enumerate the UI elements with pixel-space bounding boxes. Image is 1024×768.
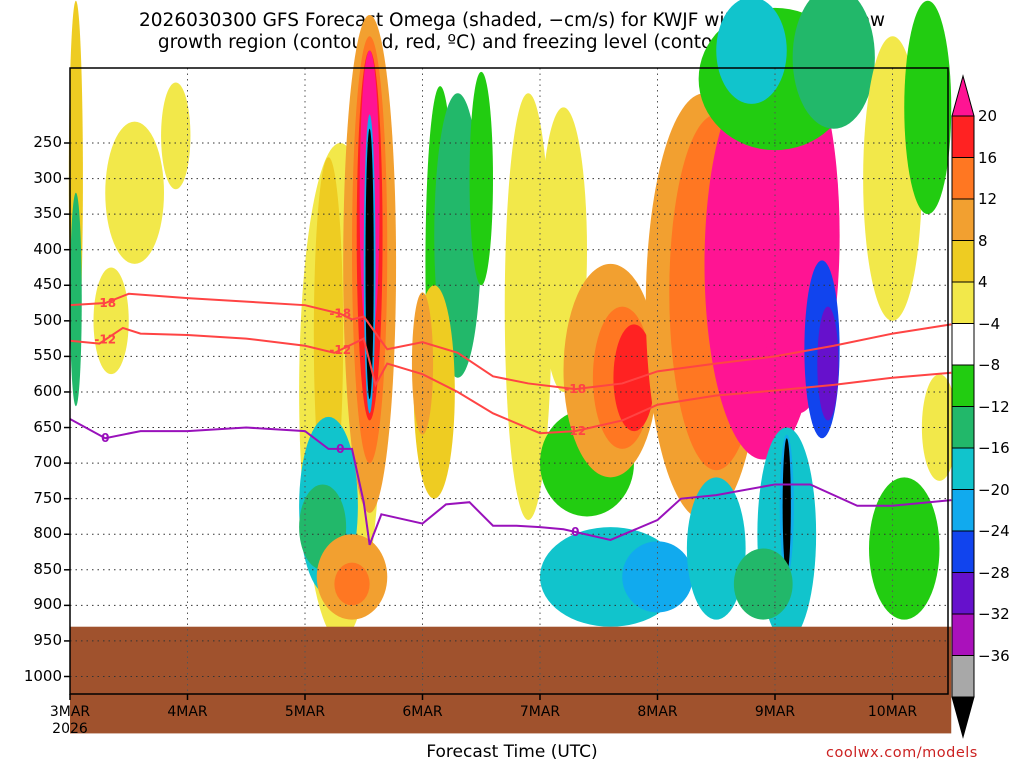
omega-blob [686,477,746,620]
y-tick-label: 450 [33,275,62,294]
colorbar-swatch [951,530,975,573]
colorbar-tick-label: −24 [978,522,1010,540]
colorbar-tick-label: 20 [978,107,998,125]
y-tick-label: 650 [33,417,62,436]
chart-title-line2: growth region (contoured, red, ºC) and f… [157,32,867,53]
y-tick-label: 500 [33,310,62,329]
omega-blob [733,548,793,620]
y-tick-label: 950 [33,630,62,649]
y-tick-label: 800 [33,524,62,543]
x-tick-label: 3MAR [49,704,91,720]
omega-blob [70,192,82,407]
y-tick-label: 350 [33,204,62,223]
y-tick-label: 850 [33,559,62,578]
omega-blob [817,306,839,421]
colorbar-tick-label: −16 [978,439,1010,457]
colorbar-swatch [951,447,975,490]
omega-blob [792,0,875,129]
x-axis-title: Forecast Time (UTC) [426,742,598,762]
contour-label: -18 [94,296,116,310]
ground [70,626,952,734]
colorbar-top-arrow [951,74,975,117]
omega-blob [105,121,164,264]
colorbar-swatch [951,198,975,241]
colorbar-swatch [951,157,975,200]
omega-blob [904,0,952,215]
colorbar-swatch [951,240,975,283]
colorbar-swatch [951,406,975,449]
contour-label: -12 [564,424,586,438]
colorbar-swatch [951,572,975,615]
x-tick-label: 5MAR [284,704,326,720]
x-tick-label: 9MAR [754,704,796,720]
x-tick-label: 6MAR [402,704,443,720]
colorbar-tick-label: −36 [978,646,1010,665]
omega-blob [411,292,434,435]
y-tick-label: 700 [33,453,62,472]
y-tick-label: 750 [33,488,62,507]
colorbar-tick-label: 8 [978,231,988,250]
colorbar-tick-label: −28 [978,563,1010,582]
colorbar-swatch [951,323,975,366]
colorbar-tick-label: −4 [978,314,1001,333]
y-tick-label: 600 [33,381,62,400]
colorbar-swatch [951,364,975,407]
contour-label: -18 [329,307,351,321]
y-tick-label: 400 [33,239,62,258]
colorbar-swatch [951,489,975,532]
x-tick-label: 4MAR [167,704,208,720]
x-tick-label: 10MAR [867,704,918,720]
y-tick-label: 1000 [23,666,62,685]
contour-label: -18 [564,382,586,396]
contour-line [69,292,952,391]
plot-frame [64,67,949,700]
colorbar-tick-label: 4 [978,273,988,291]
omega-blob [469,71,493,286]
contour-label: -12 [329,343,351,357]
chart-title-line1: 2026030300 GFS Forecast Omega (shaded, −… [139,10,885,31]
x-tick-label: 7MAR [519,704,561,720]
credit-text: coolwx.com/models [826,745,978,761]
omega-blob [613,324,655,432]
omega-blob [622,541,693,613]
omega-field [68,0,958,734]
grid-lines [69,68,948,694]
colorbar-tick-label: −20 [978,480,1010,499]
x-tick-label: 8MAR [637,704,678,720]
colorbar-swatch [951,655,975,698]
colorbar-tick-label: −12 [978,397,1010,416]
omega-blob [504,93,552,521]
x-start-year: 2026 [52,721,88,737]
y-tick-label: 550 [33,346,62,365]
colorbar-swatch [951,613,975,656]
omega-blob [782,438,791,574]
omega-blob [365,128,374,400]
colorbar-swatch [951,115,975,158]
contour-label: -12 [94,333,116,347]
colorbar-tick-label: −32 [978,605,1010,623]
y-tick-label: 900 [33,595,62,614]
colorbar-tick-label: 12 [978,190,998,208]
y-tick-label: 300 [33,168,62,187]
contour-line [69,326,952,435]
y-tick-label: 250 [33,133,62,151]
colorbar-tick-label: −8 [978,356,1001,374]
contour-label: 0 [101,431,109,445]
omega-blob [93,267,129,375]
colorbar [951,74,975,739]
colorbar-tick-label: 16 [978,148,998,167]
contour-label: 0 [571,525,579,539]
colorbar-swatch [951,281,975,324]
omega-blob [716,0,787,104]
contour-label: 0 [336,442,344,456]
omega-blob [869,477,940,620]
contour-line [69,418,952,546]
omega-blob [334,562,370,606]
colorbar-bottom-arrow [951,696,975,739]
omega-blob [161,82,191,190]
contour-lines: -18 -18 -18 -12 -12 -12 0 0 0 [69,292,952,546]
